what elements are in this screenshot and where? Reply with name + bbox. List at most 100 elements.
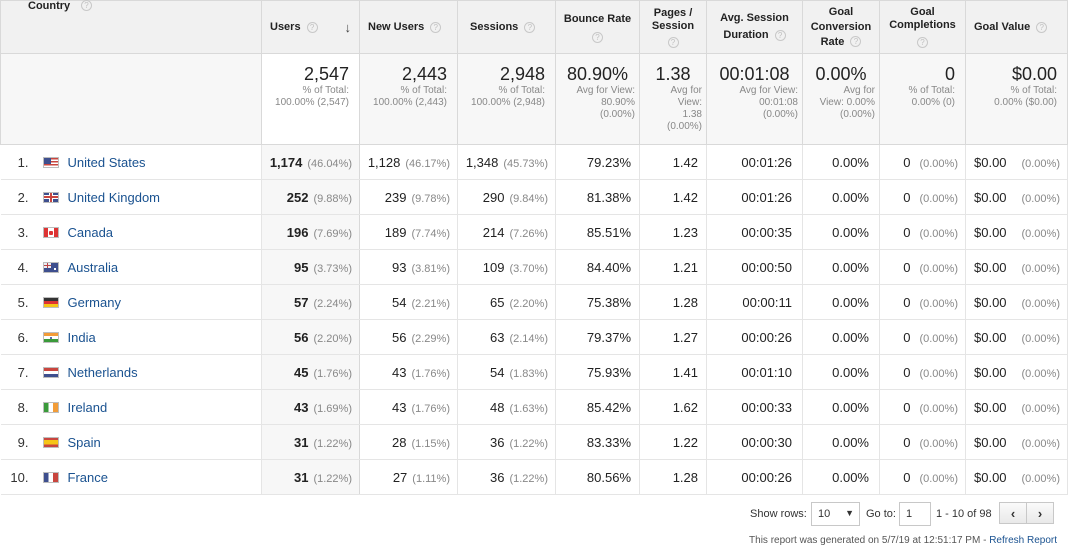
column-header-bounce-rate[interactable]: Bounce Rate ? [555,0,640,54]
data-rows: 1. United States 1,174 (46.04%) 1,128 (46.… [0,144,1068,495]
goto-page-value: 1 [906,508,913,520]
table-row: 8. Ireland 43 (1.69%) 43 (1.76%) 48 (1.63%)… [0,389,1068,425]
country-link[interactable]: Netherlands [67,364,138,380]
users-value: 31 [294,469,309,485]
bounce-rate-cell: 81.38% [555,179,640,215]
new-users-value: 189 [384,224,407,240]
users-percent: (1.76%) [313,367,352,380]
country-link[interactable]: United States [67,154,146,170]
flag-de-icon [42,296,59,308]
help-icon[interactable]: ? [1036,21,1048,33]
goal-conversion-rate-cell: 0.00% [802,144,880,180]
avg-session-duration-cell: 00:00:33 [706,389,803,425]
next-page-button[interactable]: › [1026,502,1054,524]
show-rows-select[interactable]: 10 ▼ [811,502,860,526]
help-icon[interactable]: ? [917,37,928,48]
sessions-percent: (2.14%) [509,332,548,345]
help-icon[interactable]: ? [524,21,536,33]
column-header-new-users[interactable]: New Users ? [359,0,458,54]
goal-conversion-rate-cell: 0.00% [802,354,880,390]
avg-session-duration-cell: 00:01:26 [706,179,803,215]
refresh-report-link[interactable]: Refresh Report [989,535,1057,546]
column-header-goal-completions[interactable]: Goal Completions ? [879,0,966,54]
totals-goal-conversion-rate: 0.00% Avg for View: 0.00% (0.00%) [802,53,880,145]
goal-completions-percent: (0.00%) [919,227,958,240]
pages-session-cell: 1.41 [639,354,707,390]
sessions-percent: (7.26%) [509,227,548,240]
goal-completions-value: 0 [903,434,911,450]
goal-value-value: $0.00 [974,399,1007,415]
goal-completions-cell: 0 (0.00%) [879,424,966,460]
goal-completions-percent: (0.00%) [919,472,958,485]
avg-session-duration-cell: 00:00:50 [706,249,803,285]
avg-session-duration-cell: 00:01:10 [706,354,803,390]
totals-row: 2,547 % of Total: 100.00% (2,547) 2,443 … [0,53,1068,145]
new-users-percent: (2.29%) [411,332,450,345]
table-row: 3. Canada 196 (7.69%) 189 (7.74%) 214 (7.26… [0,214,1068,250]
column-label: Bounce Rate [563,13,632,25]
users-cell: 57 (2.24%) [261,284,360,320]
country-link[interactable]: United Kingdom [67,189,161,205]
column-header-country[interactable]: Country ? [0,0,262,54]
country-link[interactable]: India [67,329,96,345]
totals-users: 2,547 % of Total: 100.00% (2,547) [261,53,360,145]
goal-completions-percent: (0.00%) [919,332,958,345]
table-row: 4. Australia 95 (3.73%) 93 (3.81%) 109 (3.7… [0,249,1068,285]
column-label: New Users [368,21,425,33]
country-link[interactable]: Australia [67,259,119,275]
help-icon[interactable]: ? [592,32,603,43]
goto-page-input[interactable]: 1 [899,502,931,526]
column-header-sessions[interactable]: Sessions ? [457,0,556,54]
goal-value-value: $0.00 [974,189,1007,205]
country-link[interactable]: France [67,469,108,485]
country-link[interactable]: Spain [67,434,101,450]
column-header-avg-session-duration[interactable]: Avg. Session Duration? [706,0,803,54]
chevron-right-icon: › [1037,505,1043,521]
country-link[interactable]: Ireland [67,399,108,415]
pages-session-cell: 1.28 [639,459,707,495]
column-header-pages-session[interactable]: Pages / Session ? [639,0,707,54]
users-cell: 95 (3.73%) [261,249,360,285]
flag-us-icon [42,156,59,168]
flag-ca-icon [42,226,59,238]
report-table: Country ? Users ? ↓ New Users ? Sessions [0,0,1068,495]
help-icon[interactable]: ? [667,36,679,48]
country-cell: 9. Spain [0,424,262,460]
goal-completions-value: 0 [903,294,911,310]
country-link[interactable]: Germany [67,294,121,310]
bounce-rate-cell: 85.51% [555,214,640,250]
pages-session-cell: 1.42 [639,179,707,215]
country-link[interactable]: Canada [67,224,114,240]
goal-completions-value: 0 [903,259,911,275]
help-icon[interactable]: ? [774,29,786,41]
totals-goal-completions: 0 % of Total: 0.00% (0) [879,53,966,145]
column-header-goal-conversion-rate[interactable]: Goal Conversion Rate? [802,0,880,54]
help-icon[interactable]: ? [81,0,92,11]
users-value: 95 [294,259,309,275]
new-users-cell: 1,128 (46.17%) [359,144,458,180]
column-header-goal-value[interactable]: Goal Value ? [965,0,1068,54]
help-icon[interactable]: ? [430,21,442,33]
goal-completions-value: 0 [903,329,911,345]
goal-completions-percent: (0.00%) [919,157,958,170]
users-percent: (7.69%) [313,227,352,240]
country-cell: 6. India [0,319,262,355]
arrow-down-icon[interactable]: ↓ [344,19,352,35]
column-header-users[interactable]: Users ? ↓ [261,0,360,54]
goal-completions-cell: 0 (0.00%) [879,144,966,180]
previous-page-button[interactable]: ‹ [999,502,1027,524]
country-cell: 2. United Kingdom [0,179,262,215]
goal-value-percent: (0.00%) [1021,297,1060,310]
new-users-percent: (3.81%) [411,262,450,275]
country-cell: 8. Ireland [0,389,262,425]
sessions-value: 54 [490,364,505,380]
country-cell: 1. United States [0,144,262,180]
goal-value-percent: (0.00%) [1021,192,1060,205]
pages-session-cell: 1.42 [639,144,707,180]
goal-completions-value: 0 [903,224,911,240]
help-icon[interactable]: ? [306,21,318,33]
users-cell: 196 (7.69%) [261,214,360,250]
help-icon[interactable]: ? [850,36,862,48]
sessions-value: 36 [490,469,505,485]
sessions-cell: 54 (1.83%) [457,354,556,390]
